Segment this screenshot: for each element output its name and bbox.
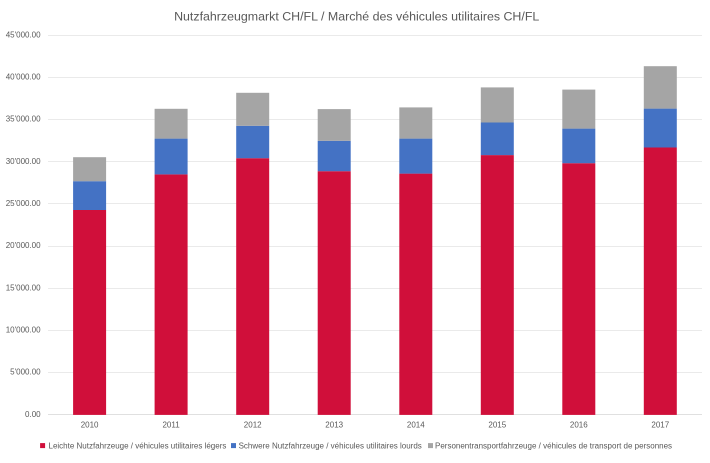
svg-text:2016: 2016 xyxy=(570,421,588,430)
svg-text:2013: 2013 xyxy=(325,421,343,430)
svg-text:10'000.00: 10'000.00 xyxy=(6,326,41,335)
svg-text:Personentransportfahrzeuge / v: Personentransportfahrzeuge / véhicules d… xyxy=(435,441,672,450)
svg-text:2017: 2017 xyxy=(651,421,669,430)
svg-text:2015: 2015 xyxy=(488,421,506,430)
svg-text:30'000.00: 30'000.00 xyxy=(6,157,41,166)
svg-text:20'000.00: 20'000.00 xyxy=(6,241,41,250)
svg-text:45'000.00: 45'000.00 xyxy=(6,30,41,39)
svg-text:Leichte Nutzfahrzeuge / véhicu: Leichte Nutzfahrzeuge / véhicules utilit… xyxy=(49,441,227,450)
svg-text:2014: 2014 xyxy=(407,421,425,430)
svg-text:15'000.00: 15'000.00 xyxy=(6,283,41,292)
svg-text:5'000.00: 5'000.00 xyxy=(10,368,41,377)
svg-text:2011: 2011 xyxy=(162,421,180,430)
svg-text:2010: 2010 xyxy=(81,421,99,430)
svg-text:0.00: 0.00 xyxy=(25,410,41,419)
svg-text:35'000.00: 35'000.00 xyxy=(6,115,41,124)
svg-text:2012: 2012 xyxy=(244,421,262,430)
svg-text:40'000.00: 40'000.00 xyxy=(6,73,41,82)
svg-text:25'000.00: 25'000.00 xyxy=(6,199,41,208)
svg-text:Schwere Nutzfahrzeuge / véhicu: Schwere Nutzfahrzeuge / véhicules utilit… xyxy=(239,441,422,450)
svg-text:Nutzfahrzeugmarkt CH/FL / Marc: Nutzfahrzeugmarkt CH/FL / Marché des véh… xyxy=(174,10,539,24)
